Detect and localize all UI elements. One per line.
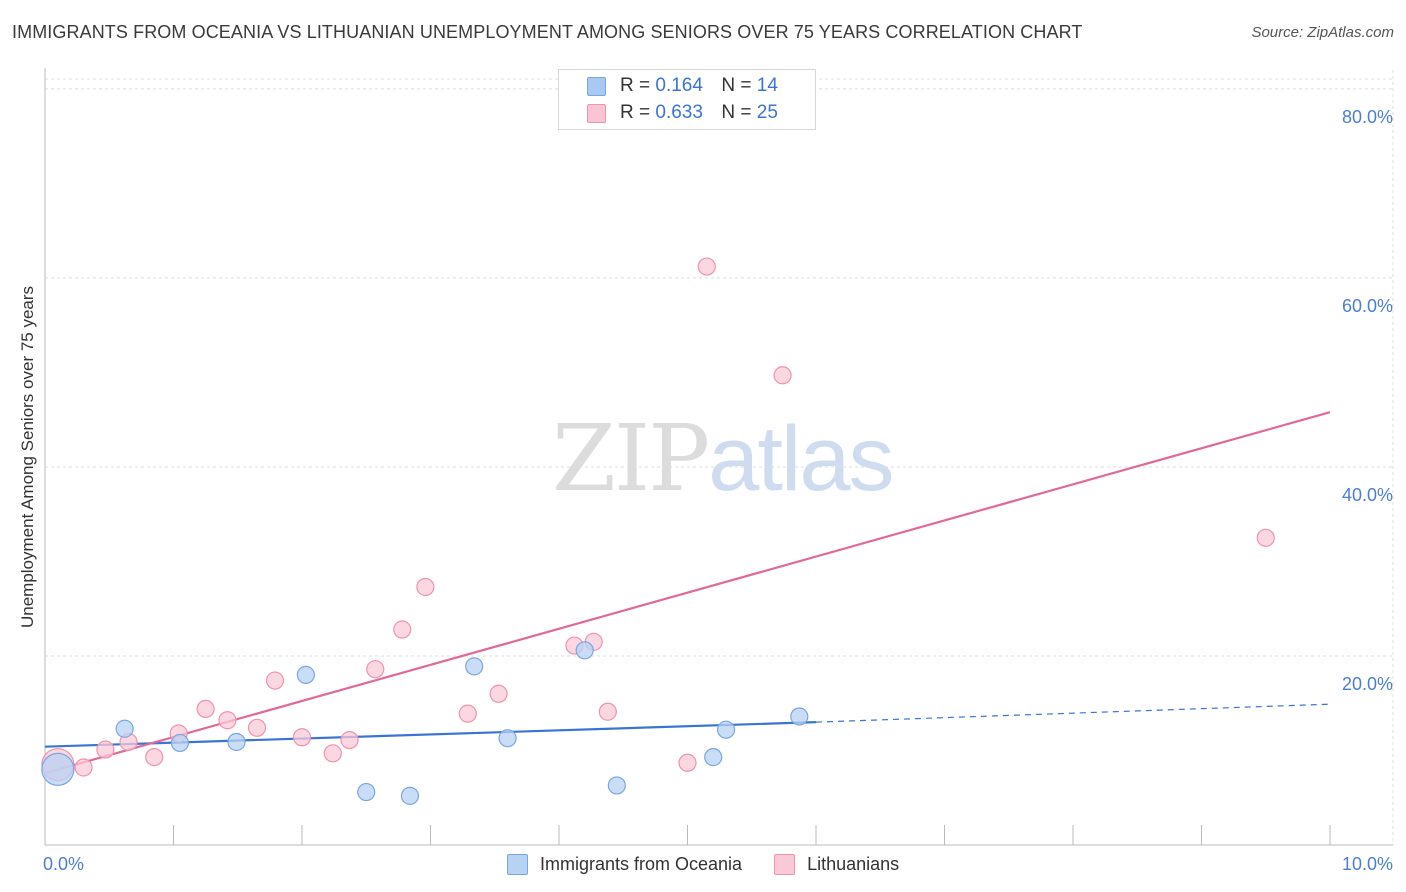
legend-r-value: 0.633 <box>655 102 703 123</box>
data-point <box>773 366 792 385</box>
legend-n-value: 25 <box>756 102 778 123</box>
data-point <box>218 711 237 730</box>
data-point <box>115 719 134 738</box>
data-point <box>1256 528 1275 547</box>
data-point <box>170 733 190 753</box>
data-point <box>357 782 376 802</box>
legend-swatch-oceania <box>587 76 606 96</box>
data-point <box>323 744 342 763</box>
legend-r-label: R = <box>620 75 651 96</box>
series-legend-item[interactable]: Immigrants from Oceania <box>507 853 743 875</box>
legend-n-label: N = <box>721 102 752 123</box>
axis-labels: 20.0% 40.0% 60.0% 80.0% 0.0% 10.0% Unemploymen… <box>18 107 1393 874</box>
legend-row-oceania: R = 0.164 N = 14 <box>587 74 778 98</box>
trend-lines <box>44 411 1331 775</box>
data-point <box>400 786 420 805</box>
data-point <box>145 748 164 767</box>
source-label: Source: ZipAtlas.com <box>1251 24 1394 41</box>
legend-row-lithuanians: R = 0.633 N = 25 <box>587 101 778 125</box>
legend-r-value: 0.164 <box>655 75 703 96</box>
y-tick-label: 80.0% <box>1342 107 1393 127</box>
data-point <box>247 718 267 737</box>
data-point <box>196 699 215 719</box>
data-point <box>489 684 508 703</box>
axes <box>44 68 1393 846</box>
data-point <box>598 702 617 721</box>
legend-n-value: 14 <box>756 75 778 96</box>
data-point <box>292 728 312 747</box>
legend-n-label: N = <box>721 75 752 96</box>
series-swatch-oceania <box>507 853 528 875</box>
y-axis-label: Unemployment Among Seniors over 75 years <box>18 286 37 628</box>
data-point <box>41 752 75 786</box>
correlation-legend: R = 0.164 N = 14 R = 0.633 N = 25 <box>558 69 816 130</box>
data-point <box>607 776 626 795</box>
data-point <box>366 660 385 679</box>
watermark-zip: ZIP <box>552 405 710 512</box>
trend-line <box>44 411 1331 775</box>
data-point <box>790 707 809 726</box>
chart-title: IMMIGRANTS FROM OCEANIA VS LITHUANIAN UN… <box>12 22 1083 42</box>
trend-line <box>44 721 817 748</box>
series-legend-item[interactable]: Lithuanians <box>774 853 900 875</box>
data-point <box>265 671 285 690</box>
data-point <box>697 257 716 276</box>
data-point <box>227 732 246 752</box>
data-point <box>498 729 517 748</box>
y-tick-label: 60.0% <box>1342 296 1393 316</box>
x-tick-label: 0.0% <box>43 854 84 874</box>
data-point <box>96 740 115 759</box>
data-point <box>393 620 412 639</box>
series-label-oceania: Immigrants from Oceania <box>540 853 743 874</box>
x-tick-label: 10.0% <box>1342 854 1393 874</box>
series-label-lithuanians: Lithuanians <box>807 853 900 874</box>
trend-line-extension <box>815 703 1331 723</box>
data-point <box>704 748 723 767</box>
data-point <box>678 753 697 772</box>
series-legend: Immigrants from Oceania Lithuanians <box>507 851 931 877</box>
data-point <box>416 577 435 597</box>
data-point <box>458 704 477 723</box>
data-point <box>575 641 594 660</box>
watermark: ZIPatlas <box>552 405 895 512</box>
legend-swatch-lithuanians <box>587 103 606 123</box>
legend-r-label: R = <box>620 102 651 123</box>
y-tick-label: 20.0% <box>1342 674 1393 694</box>
data-point <box>296 665 315 684</box>
data-point <box>340 730 359 750</box>
watermark-atlas: atlas <box>708 408 894 510</box>
y-tick-label: 40.0% <box>1342 485 1393 505</box>
data-point <box>716 720 736 739</box>
data-point <box>465 657 484 676</box>
data-points <box>41 257 1275 805</box>
series-swatch-lithuanians <box>774 853 796 875</box>
data-point <box>74 758 93 777</box>
